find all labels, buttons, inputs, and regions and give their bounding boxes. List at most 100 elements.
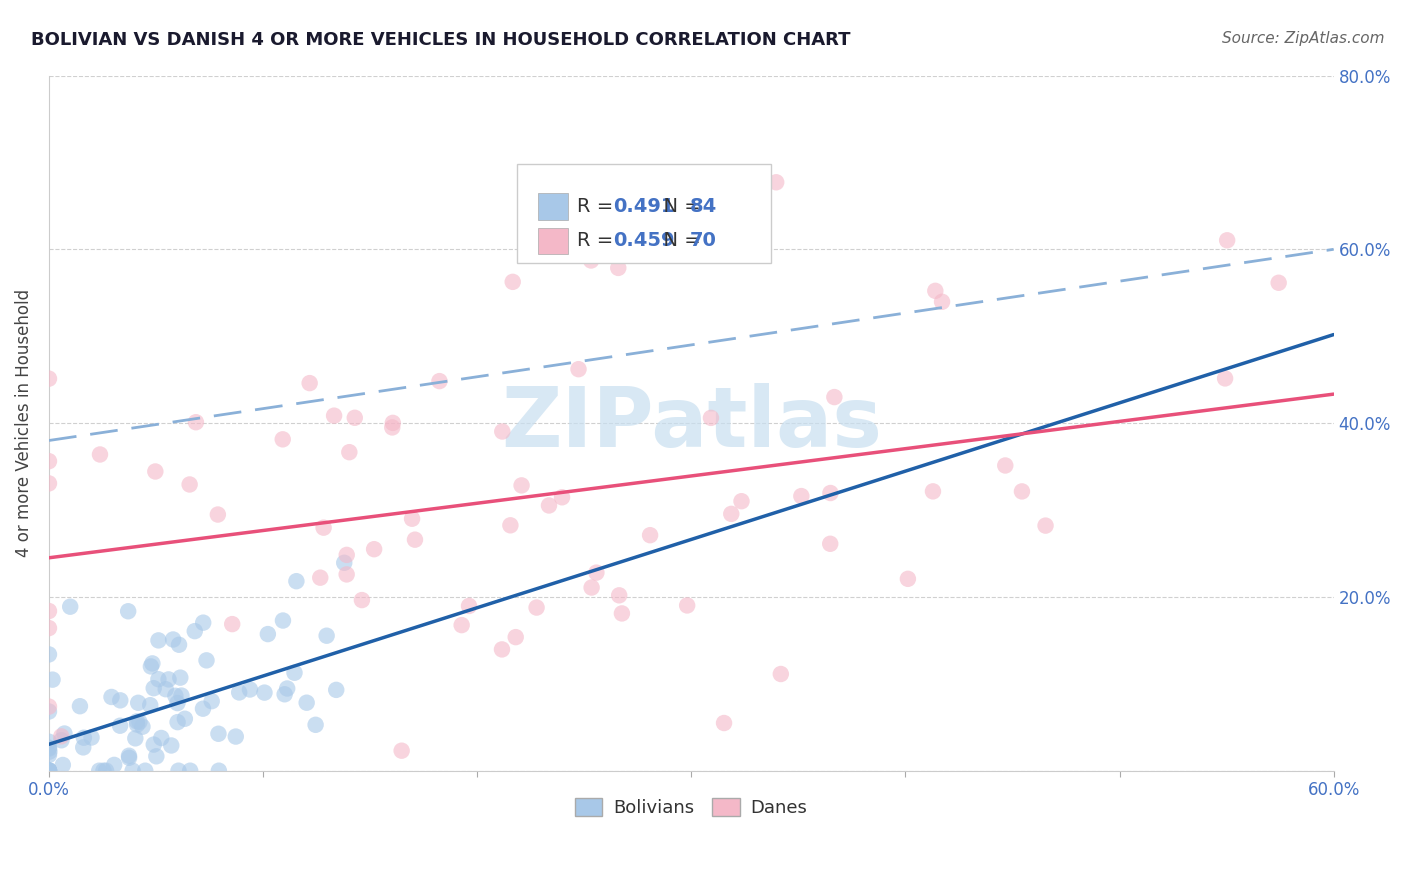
Point	[89, 764, 111, 778]
Point	[350, 593, 373, 607]
Text: BOLIVIAN VS DANISH 4 OR MORE VEHICLES IN HOUSEHOLD CORRELATION CHART: BOLIVIAN VS DANISH 4 OR MORE VEHICLES IN…	[31, 31, 851, 49]
Point	[607, 260, 630, 275]
Point	[491, 642, 513, 657]
Point	[638, 528, 661, 542]
Point	[581, 581, 603, 595]
Point	[89, 448, 111, 462]
Point	[931, 294, 953, 309]
Point	[283, 665, 305, 680]
Point	[127, 696, 149, 710]
Point	[195, 653, 218, 667]
Legend: Bolivians, Danes: Bolivians, Danes	[568, 790, 814, 824]
Point	[142, 738, 165, 752]
Point	[179, 477, 201, 491]
Point	[139, 698, 162, 713]
Point	[38, 764, 60, 778]
Point	[271, 433, 294, 447]
Point	[125, 717, 148, 731]
Point	[148, 633, 170, 648]
Point	[790, 489, 813, 503]
Point	[38, 371, 60, 385]
Point	[38, 764, 60, 778]
Point	[450, 618, 472, 632]
Text: ZIPatlas: ZIPatlas	[501, 383, 882, 464]
Point	[80, 731, 103, 745]
Point	[121, 764, 143, 778]
Text: 70: 70	[690, 231, 717, 251]
Point	[458, 599, 481, 613]
Point	[323, 409, 346, 423]
Point	[41, 673, 63, 687]
Point	[818, 537, 841, 551]
Text: N =: N =	[651, 197, 707, 216]
Point	[128, 714, 150, 729]
Point	[38, 705, 60, 719]
Point	[401, 512, 423, 526]
Point	[143, 465, 166, 479]
Point	[51, 730, 73, 744]
Point	[713, 716, 735, 731]
Point	[38, 764, 60, 778]
Point	[52, 758, 75, 772]
Point	[150, 731, 173, 745]
Point	[125, 714, 148, 729]
Point	[184, 415, 207, 429]
Point	[118, 751, 141, 765]
Point	[131, 720, 153, 734]
Point	[165, 689, 187, 703]
Point	[69, 699, 91, 714]
Text: 0.491: 0.491	[613, 197, 675, 216]
Point	[607, 588, 630, 602]
Point	[336, 567, 359, 582]
Point	[526, 600, 548, 615]
Point	[103, 758, 125, 772]
Point	[59, 599, 82, 614]
Point	[769, 667, 792, 681]
Point	[491, 425, 513, 439]
Point	[162, 632, 184, 647]
Point	[253, 685, 276, 699]
Point	[676, 599, 699, 613]
Point	[610, 607, 633, 621]
Point	[381, 420, 404, 434]
Text: R =: R =	[576, 197, 619, 216]
Point	[139, 659, 162, 673]
Point	[312, 521, 335, 535]
Point	[502, 275, 524, 289]
Point	[221, 617, 243, 632]
Point	[207, 508, 229, 522]
Point	[579, 253, 602, 268]
Point	[173, 712, 195, 726]
Point	[167, 638, 190, 652]
Point	[315, 629, 337, 643]
Point	[38, 740, 60, 755]
Point	[38, 454, 60, 468]
Point	[510, 478, 533, 492]
Point	[134, 764, 156, 778]
Point	[208, 764, 231, 778]
Point	[38, 621, 60, 635]
Point	[336, 548, 359, 562]
Point	[700, 410, 723, 425]
Point	[271, 614, 294, 628]
Point	[404, 533, 426, 547]
Point	[117, 604, 139, 618]
Point	[38, 764, 60, 778]
Point	[765, 175, 787, 189]
Point	[184, 624, 207, 639]
Point	[38, 604, 60, 618]
Point	[201, 694, 224, 708]
Point	[309, 571, 332, 585]
Text: 84: 84	[690, 197, 717, 216]
Point	[499, 518, 522, 533]
Point	[585, 566, 607, 580]
Text: Source: ZipAtlas.com: Source: ZipAtlas.com	[1222, 31, 1385, 46]
Point	[343, 410, 366, 425]
Point	[141, 657, 163, 671]
Point	[1267, 276, 1289, 290]
Point	[38, 648, 60, 662]
Point	[1213, 371, 1236, 385]
Point	[924, 284, 946, 298]
Point	[167, 764, 190, 778]
Point	[1216, 233, 1239, 247]
